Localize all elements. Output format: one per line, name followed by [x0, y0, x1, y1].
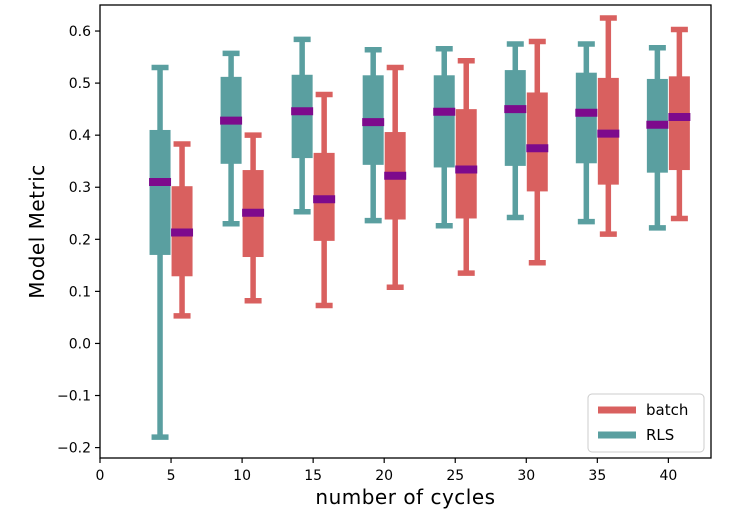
y-tick-label: 0.0 — [69, 336, 91, 352]
batch-box-25 — [455, 57, 478, 276]
x-tick-label: 10 — [233, 468, 251, 484]
batch-box-35 — [597, 15, 620, 237]
plot-area — [149, 15, 691, 440]
rls-box-40 — [646, 44, 669, 231]
y-tick-label: 0.2 — [69, 232, 91, 248]
batch-box-30 — [526, 38, 549, 266]
x-axis: 0 5 10 15 20 25 30 35 40 — [96, 458, 677, 484]
x-tick-label: 5 — [167, 468, 176, 484]
box — [149, 129, 171, 255]
y-tick-label: −0.2 — [57, 441, 91, 457]
box — [504, 70, 526, 166]
rls-box-30 — [504, 41, 527, 221]
y-tick-label: 0.5 — [69, 76, 91, 92]
x-tick-label: 20 — [375, 468, 393, 484]
y-tick-label: 0.4 — [69, 128, 91, 144]
x-tick-label: 35 — [588, 468, 606, 484]
rls-box-35 — [575, 41, 598, 225]
batch-box-40 — [668, 26, 691, 222]
rls-box-20 — [362, 47, 385, 224]
rls-box-10 — [220, 50, 243, 227]
batch-box-20 — [384, 64, 407, 290]
batch-box-15 — [313, 91, 336, 309]
box — [433, 75, 455, 168]
plot-frame — [99, 4, 712, 459]
x-tick-label: 40 — [659, 468, 677, 484]
x-tick-label: 30 — [517, 468, 535, 484]
legend: batch RLS — [587, 393, 705, 453]
box — [526, 92, 548, 192]
rls-box-5 — [149, 64, 172, 440]
x-tick-label: 0 — [96, 468, 105, 484]
x-tick-label: 25 — [446, 468, 464, 484]
box — [455, 109, 477, 219]
box — [575, 72, 597, 164]
y-axis: −0.2 −0.1 0.0 0.1 0.2 0.3 0.4 0.5 0.6 — [57, 24, 100, 457]
box — [291, 74, 313, 159]
y-tick-label: −0.1 — [57, 389, 91, 405]
box — [668, 76, 690, 171]
batch-box-10 — [242, 132, 265, 304]
y-tick-label: 0.3 — [69, 180, 91, 196]
x-tick-label: 15 — [304, 468, 322, 484]
rls-box-15 — [291, 36, 314, 215]
y-tick-label: 0.1 — [69, 284, 91, 300]
legend-label-batch: batch — [646, 401, 688, 419]
y-tick-label: 0.6 — [69, 24, 91, 40]
batch-box-5 — [171, 141, 194, 319]
legend-label-rls: RLS — [646, 426, 674, 444]
y-axis-label: Model Metric — [25, 164, 49, 299]
x-axis-label: number of cycles — [315, 485, 495, 509]
rls-box-25 — [433, 45, 456, 229]
